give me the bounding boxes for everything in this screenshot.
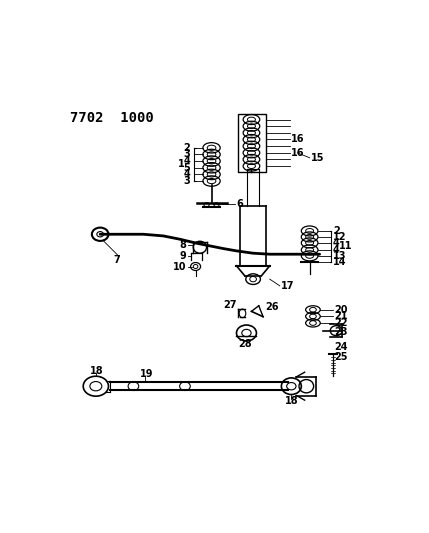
Text: 8: 8 [180,240,187,250]
Text: 23: 23 [335,327,348,337]
Text: 21: 21 [335,311,348,321]
Text: 6: 6 [236,199,243,209]
Text: 3: 3 [183,149,190,159]
Text: 10: 10 [173,262,187,271]
Text: 2: 2 [333,226,340,236]
Text: 13: 13 [333,251,346,261]
Text: 4: 4 [183,169,190,180]
Text: 24: 24 [335,342,348,352]
Text: 5: 5 [183,163,190,173]
Text: 4: 4 [333,245,340,255]
Text: 18: 18 [284,396,298,406]
Text: 20: 20 [335,305,348,314]
Text: 22: 22 [335,318,348,328]
Text: 26: 26 [266,302,279,312]
Text: 18: 18 [90,366,104,376]
Text: 14: 14 [333,257,346,267]
Text: 9: 9 [180,251,187,261]
Text: 15: 15 [311,153,325,163]
Text: 7702  1000: 7702 1000 [70,111,154,125]
Text: 2: 2 [183,143,190,153]
Text: 4: 4 [333,238,340,248]
Text: 3: 3 [183,176,190,186]
Text: 1: 1 [178,159,185,169]
Text: 27: 27 [223,300,236,310]
Text: 16: 16 [291,134,305,144]
Text: 19: 19 [140,368,154,378]
Text: 7: 7 [113,255,120,265]
Text: 28: 28 [238,338,252,349]
Text: 12: 12 [333,232,346,242]
Text: 11: 11 [339,241,352,252]
Text: 17: 17 [281,281,295,292]
Text: 25: 25 [335,352,348,362]
Text: 16: 16 [291,148,305,158]
Text: 4: 4 [183,156,190,166]
